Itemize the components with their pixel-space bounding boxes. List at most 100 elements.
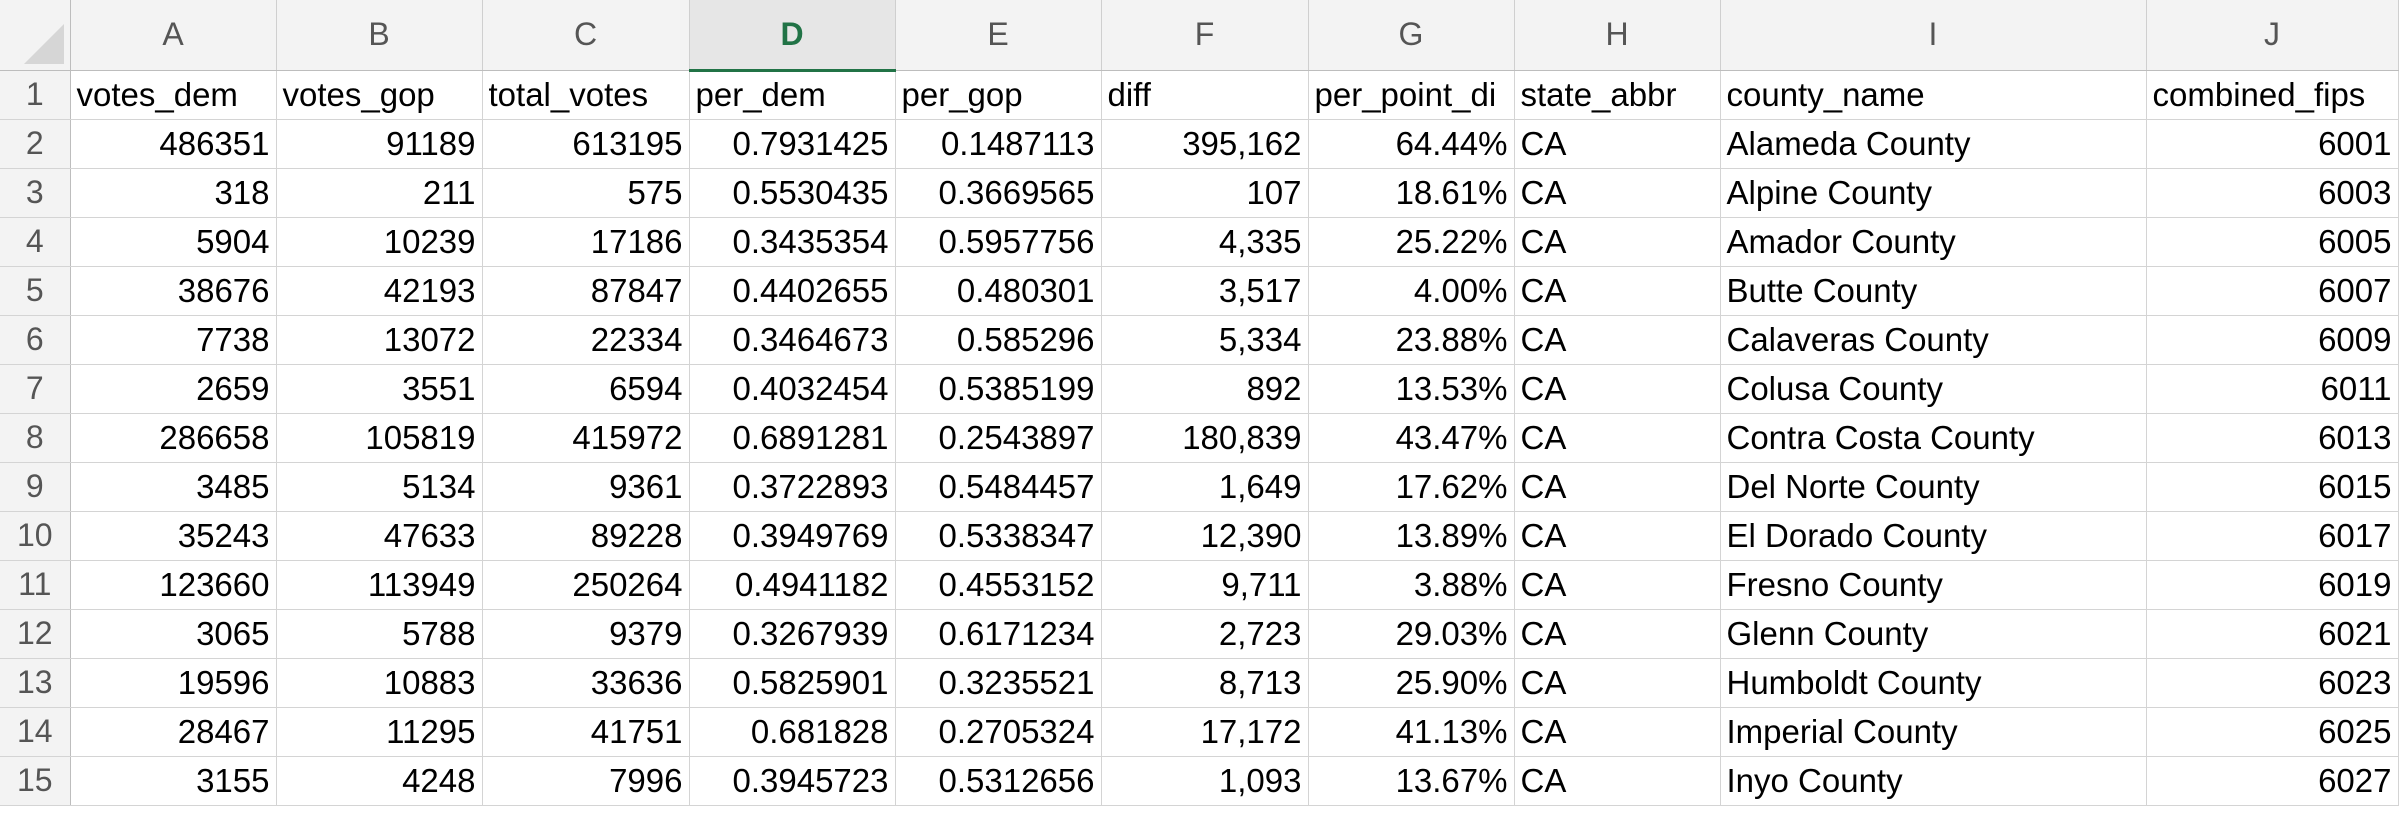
- cell[interactable]: 5904: [70, 217, 277, 267]
- cell[interactable]: 4248: [276, 756, 483, 806]
- cell[interactable]: 0.7931425: [689, 119, 896, 169]
- cell[interactable]: diff: [1101, 70, 1309, 120]
- cell[interactable]: CA: [1514, 217, 1721, 267]
- row-header[interactable]: 14: [0, 707, 71, 757]
- cell[interactable]: El Dorado County: [1720, 511, 2147, 561]
- cell[interactable]: 3.88%: [1308, 560, 1515, 610]
- cell[interactable]: 5134: [276, 462, 483, 512]
- cell[interactable]: 3,517: [1101, 266, 1309, 316]
- cell[interactable]: 6017: [2146, 511, 2399, 561]
- cell[interactable]: 6005: [2146, 217, 2399, 267]
- cell[interactable]: 6019: [2146, 560, 2399, 610]
- cell[interactable]: 42193: [276, 266, 483, 316]
- column-header-h[interactable]: H: [1514, 0, 1721, 71]
- cell[interactable]: votes_dem: [70, 70, 277, 120]
- cell[interactable]: 7996: [482, 756, 690, 806]
- cell[interactable]: 9379: [482, 609, 690, 659]
- cell[interactable]: Calaveras County: [1720, 315, 2147, 365]
- cell[interactable]: 0.4553152: [895, 560, 1102, 610]
- cell[interactable]: CA: [1514, 364, 1721, 414]
- cell[interactable]: 0.5530435: [689, 168, 896, 218]
- cell[interactable]: 0.3722893: [689, 462, 896, 512]
- cell[interactable]: CA: [1514, 511, 1721, 561]
- cell[interactable]: 0.3949769: [689, 511, 896, 561]
- cell[interactable]: 0.681828: [689, 707, 896, 757]
- cell[interactable]: 4.00%: [1308, 266, 1515, 316]
- cell[interactable]: 17186: [482, 217, 690, 267]
- cell[interactable]: 0.1487113: [895, 119, 1102, 169]
- cell[interactable]: 23.88%: [1308, 315, 1515, 365]
- cell[interactable]: 0.3669565: [895, 168, 1102, 218]
- cell[interactable]: 22334: [482, 315, 690, 365]
- cell[interactable]: 211: [276, 168, 483, 218]
- cell[interactable]: 6001: [2146, 119, 2399, 169]
- cell[interactable]: Amador County: [1720, 217, 2147, 267]
- cell[interactable]: 25.90%: [1308, 658, 1515, 708]
- cell[interactable]: 10239: [276, 217, 483, 267]
- cell[interactable]: 28467: [70, 707, 277, 757]
- cell[interactable]: 250264: [482, 560, 690, 610]
- row-header[interactable]: 3: [0, 168, 71, 218]
- cell[interactable]: 5,334: [1101, 315, 1309, 365]
- cell[interactable]: 3155: [70, 756, 277, 806]
- cell[interactable]: 6021: [2146, 609, 2399, 659]
- cell[interactable]: per_point_di: [1308, 70, 1515, 120]
- cell[interactable]: 0.4941182: [689, 560, 896, 610]
- cell[interactable]: 486351: [70, 119, 277, 169]
- cell[interactable]: 0.4032454: [689, 364, 896, 414]
- cell[interactable]: 13.67%: [1308, 756, 1515, 806]
- cell[interactable]: 87847: [482, 266, 690, 316]
- cell[interactable]: 5788: [276, 609, 483, 659]
- cell[interactable]: 43.47%: [1308, 413, 1515, 463]
- cell[interactable]: 10883: [276, 658, 483, 708]
- cell[interactable]: Fresno County: [1720, 560, 2147, 610]
- cell[interactable]: 0.3464673: [689, 315, 896, 365]
- cell[interactable]: Inyo County: [1720, 756, 2147, 806]
- cell[interactable]: 12,390: [1101, 511, 1309, 561]
- row-header[interactable]: 10: [0, 511, 71, 561]
- cell[interactable]: 33636: [482, 658, 690, 708]
- cell[interactable]: 0.5825901: [689, 658, 896, 708]
- cell[interactable]: 3065: [70, 609, 277, 659]
- column-header-j[interactable]: J: [2146, 0, 2399, 71]
- cell[interactable]: votes_gop: [276, 70, 483, 120]
- cell[interactable]: 415972: [482, 413, 690, 463]
- cell[interactable]: 3485: [70, 462, 277, 512]
- cell[interactable]: 13.53%: [1308, 364, 1515, 414]
- cell[interactable]: 105819: [276, 413, 483, 463]
- cell[interactable]: 892: [1101, 364, 1309, 414]
- column-header-e[interactable]: E: [895, 0, 1102, 71]
- column-header-g[interactable]: G: [1308, 0, 1515, 71]
- cell[interactable]: 17.62%: [1308, 462, 1515, 512]
- cell[interactable]: 6023: [2146, 658, 2399, 708]
- row-header[interactable]: 7: [0, 364, 71, 414]
- column-header-d[interactable]: D: [689, 0, 896, 72]
- cell[interactable]: 9,711: [1101, 560, 1309, 610]
- cell[interactable]: 6027: [2146, 756, 2399, 806]
- cell[interactable]: 6011: [2146, 364, 2399, 414]
- cell[interactable]: 6009: [2146, 315, 2399, 365]
- cell[interactable]: 35243: [70, 511, 277, 561]
- cell[interactable]: 13072: [276, 315, 483, 365]
- row-header[interactable]: 15: [0, 756, 71, 806]
- row-header[interactable]: 5: [0, 266, 71, 316]
- cell[interactable]: 3551: [276, 364, 483, 414]
- cell[interactable]: 123660: [70, 560, 277, 610]
- cell[interactable]: Humboldt County: [1720, 658, 2147, 708]
- cell[interactable]: 91189: [276, 119, 483, 169]
- cell[interactable]: 0.5957756: [895, 217, 1102, 267]
- cell[interactable]: per_gop: [895, 70, 1102, 120]
- row-header[interactable]: 11: [0, 560, 71, 610]
- row-header[interactable]: 2: [0, 119, 71, 169]
- cell[interactable]: 613195: [482, 119, 690, 169]
- cell[interactable]: 18.61%: [1308, 168, 1515, 218]
- cell[interactable]: Imperial County: [1720, 707, 2147, 757]
- cell[interactable]: 89228: [482, 511, 690, 561]
- cell[interactable]: 0.3945723: [689, 756, 896, 806]
- cell[interactable]: CA: [1514, 315, 1721, 365]
- cell[interactable]: CA: [1514, 168, 1721, 218]
- cell[interactable]: CA: [1514, 658, 1721, 708]
- cell[interactable]: 0.480301: [895, 266, 1102, 316]
- cell[interactable]: 41751: [482, 707, 690, 757]
- cell[interactable]: per_dem: [689, 70, 896, 120]
